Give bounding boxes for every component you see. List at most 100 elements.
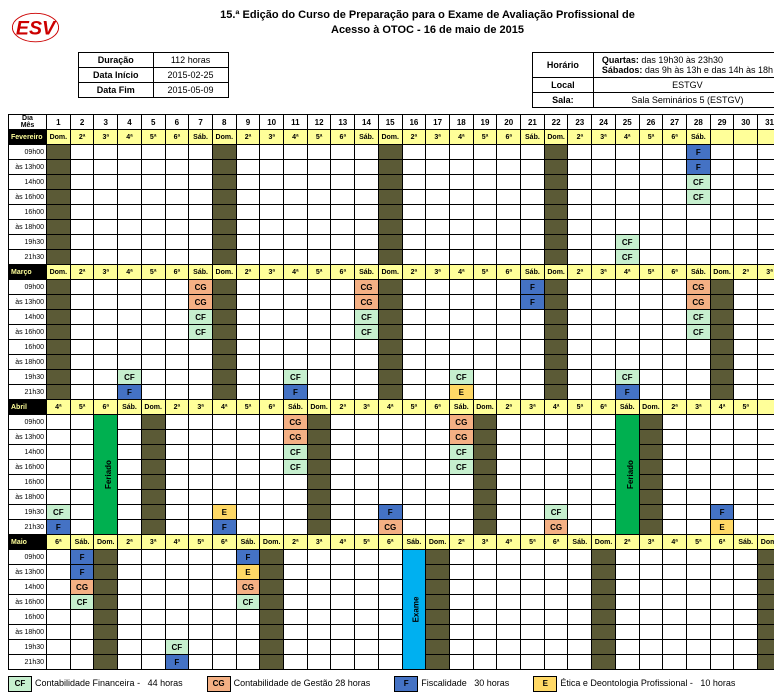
time-row: às 18h00 (9, 355, 774, 370)
duracao-value: 112 horas (153, 53, 228, 68)
time-row: 21h30FFCGCGE (9, 520, 774, 535)
legend-f: FFiscalidade 30 horas (394, 676, 509, 692)
time-row: 16h00 (9, 205, 774, 220)
corner-header: DiaMês (9, 115, 47, 130)
day-col-4: 4 (118, 115, 142, 130)
slot-cell: F (284, 385, 308, 400)
time-row: 09h00FeriadoCGCGFeriado (9, 415, 774, 430)
day-col-26: 26 (639, 115, 663, 130)
slot-cell: CG (686, 280, 710, 295)
slot-cell: CG (355, 280, 379, 295)
time-row: às 16h00CFCFCF (9, 325, 774, 340)
day-col-7: 7 (189, 115, 213, 130)
time-row: 19h30 CF (9, 640, 774, 655)
slot-cell: CG (378, 520, 402, 535)
time-row: às 18h00 (9, 490, 774, 505)
day-col-29: 29 (710, 115, 734, 130)
time-label: 09h00 (9, 550, 47, 565)
day-col-8: 8 (212, 115, 236, 130)
day-col-27: 27 (663, 115, 687, 130)
month-name: Março (9, 265, 47, 280)
exame-cell: Exame (402, 550, 426, 670)
day-col-28: 28 (686, 115, 710, 130)
time-label: às 18h00 (9, 625, 47, 640)
svg-text:ESV: ESV (16, 18, 57, 40)
day-col-15: 15 (378, 115, 402, 130)
sala-label: Sala: (532, 93, 593, 108)
header-row: DiaMês 123456789101112131415161718192021… (9, 115, 774, 130)
time-row: às 16h00CFCF (9, 460, 774, 475)
time-row: 09h00CGCGFCG (9, 280, 774, 295)
slot-cell: CF (355, 325, 379, 340)
slot-cell: CF (615, 370, 639, 385)
time-row: 14h00CFCFCF (9, 310, 774, 325)
slot-cell: CF (118, 370, 142, 385)
slot-cell: F (521, 295, 545, 310)
day-col-19: 19 (473, 115, 497, 130)
day-col-10: 10 (260, 115, 284, 130)
slot-cell: F (70, 550, 94, 565)
slot-cell: CF (189, 325, 213, 340)
slot-cell: CF (47, 505, 71, 520)
month-row: MarçoDom.2ª3ª4ª5ª6ªSáb.Dom.2ª3ª4ª5ª6ªSáb… (9, 265, 774, 280)
slot-cell: CF (615, 250, 639, 265)
slot-cell: F (165, 655, 189, 670)
time-label: às 18h00 (9, 490, 47, 505)
time-label: 19h30 (9, 370, 47, 385)
time-label: 14h00 (9, 445, 47, 460)
time-row: 21h30F (9, 655, 774, 670)
time-label: 21h30 (9, 250, 47, 265)
day-col-25: 25 (615, 115, 639, 130)
time-row: 19h30CFEFCFF (9, 505, 774, 520)
slot-cell: CG (686, 295, 710, 310)
time-label: às 16h00 (9, 460, 47, 475)
day-col-13: 13 (331, 115, 355, 130)
time-row: 14h00CFCF (9, 445, 774, 460)
month-row: FevereiroDom.2ª3ª4ª5ª6ªSáb.Dom.2ª3ª4ª5ª6… (9, 130, 774, 145)
slot-cell: F (236, 550, 260, 565)
inicio-label: Data Início (79, 68, 154, 83)
slot-cell: CF (355, 310, 379, 325)
slot-cell: CG (284, 415, 308, 430)
slot-cell: E (449, 385, 473, 400)
slot-cell: CF (284, 370, 308, 385)
slot-cell: F (378, 505, 402, 520)
time-row: às 13h00CGCGFCG (9, 295, 774, 310)
month-name: Abril (9, 400, 47, 415)
time-label: às 13h00 (9, 295, 47, 310)
slot-cell: CF (165, 640, 189, 655)
time-row: 09h00F (9, 145, 774, 160)
day-col-31: 31 (758, 115, 774, 130)
slot-cell: CF (449, 370, 473, 385)
time-row: às 13h00CGCG (9, 430, 774, 445)
time-row: 16h00 (9, 340, 774, 355)
time-row: 14h00CF (9, 175, 774, 190)
day-col-17: 17 (426, 115, 450, 130)
slot-cell: E (710, 520, 734, 535)
time-label: 19h30 (9, 640, 47, 655)
time-row: 19h30 CF CF CF CF (9, 370, 774, 385)
time-row: 16h00 (9, 475, 774, 490)
legend-cg: CGContabilidade de Gestão 28 horas (207, 676, 371, 692)
legend-cf: CFContabilidade Financeira - 44 horas (8, 676, 183, 692)
slot-cell: CF (686, 190, 710, 205)
info-left: Duração112 horas Data Início2015-02-25 D… (78, 52, 229, 108)
time-row: 09h00FFExame (9, 550, 774, 565)
time-row: às 16h00CFCF (9, 595, 774, 610)
time-row: 21h30FFEF (9, 385, 774, 400)
fim-label: Data Fim (79, 83, 154, 98)
slot-cell: CF (284, 445, 308, 460)
info-right: Horário Quartas: das 19h30 às 23h30Sábad… (532, 52, 774, 108)
time-row: 21h30 CF (9, 250, 774, 265)
time-row: às 13h00F (9, 160, 774, 175)
day-col-14: 14 (355, 115, 379, 130)
time-label: às 13h00 (9, 430, 47, 445)
time-label: 09h00 (9, 280, 47, 295)
feriado-cell: Feriado (615, 415, 639, 535)
legend: CFContabilidade Financeira - 44 horas CG… (8, 676, 774, 692)
day-col-9: 9 (236, 115, 260, 130)
time-row: 19h30CF (9, 235, 774, 250)
fim-value: 2015-05-09 (153, 83, 228, 98)
month-row: Maio6ªSáb.Dom.2ª3ª4ª5ª6ªSáb.Dom.2ª3ª4ª5ª… (9, 535, 774, 550)
duracao-label: Duração (79, 53, 154, 68)
